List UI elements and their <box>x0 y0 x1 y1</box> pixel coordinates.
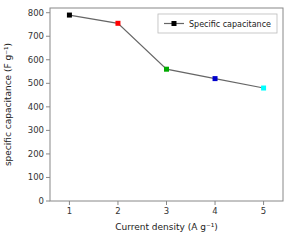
y-tick <box>46 130 50 131</box>
x-tick-label: 2 <box>115 206 120 216</box>
legend: Specific capacitance <box>158 14 277 33</box>
y-tick <box>46 12 50 13</box>
data-point <box>67 13 72 18</box>
y-tick-label: 800 <box>28 8 44 18</box>
legend-marker <box>171 21 176 26</box>
data-point <box>213 76 218 81</box>
x-tick-label: 4 <box>212 206 217 216</box>
y-tick-label: 400 <box>28 102 44 112</box>
x-tick <box>69 201 70 205</box>
chart-container: 0 100 200 300 400 500 600 700 800 1 2 3 4 5 Current de… <box>0 0 291 235</box>
x-tick <box>166 201 167 205</box>
data-point <box>261 86 266 91</box>
x-tick-label: 3 <box>164 206 169 216</box>
x-tick <box>263 201 264 205</box>
x-tick-label: 5 <box>261 206 266 216</box>
data-point <box>115 21 120 26</box>
legend-label: Specific capacitance <box>189 20 271 29</box>
y-tick <box>46 106 50 107</box>
plot-frame <box>50 8 283 201</box>
y-tick-label: 700 <box>28 31 44 41</box>
data-point <box>164 67 169 72</box>
y-tick-label: 0 <box>39 196 44 206</box>
y-tick-label: 200 <box>28 149 44 159</box>
y-tick <box>46 201 50 202</box>
y-tick <box>46 59 50 60</box>
y-tick <box>46 153 50 154</box>
y-tick <box>46 83 50 84</box>
y-tick-label: 600 <box>28 55 44 65</box>
x-tick <box>215 201 216 205</box>
y-tick-label: 100 <box>28 172 44 182</box>
y-tick <box>46 177 50 178</box>
x-tick-label: 1 <box>67 206 72 216</box>
y-tick-label: 500 <box>28 78 44 88</box>
x-tick <box>117 201 118 205</box>
y-tick <box>46 36 50 37</box>
y-tick-label: 300 <box>28 125 44 135</box>
x-axis-label: Current density (A g⁻¹) <box>115 222 218 232</box>
y-axis-label: specific capacitance (F g⁻¹) <box>3 43 13 166</box>
chart-svg: 0 100 200 300 400 500 600 700 800 1 2 3 4 5 Current de… <box>0 0 291 235</box>
legend-box <box>158 14 277 33</box>
